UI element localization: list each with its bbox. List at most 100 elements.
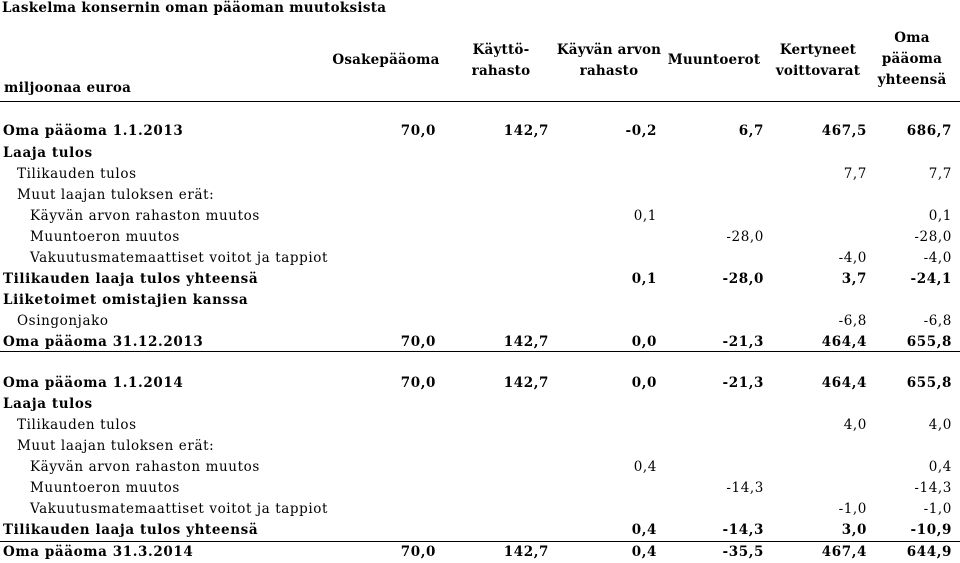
unit-label: miljoonaa euroa bbox=[4, 80, 132, 96]
cell-value: -21,3 bbox=[722, 375, 764, 391]
cell-value: -6,8 bbox=[923, 313, 952, 329]
cell-value: 142,7 bbox=[503, 375, 549, 391]
row-label: Muuntoeron muutos bbox=[30, 229, 180, 245]
cell-value: -4,0 bbox=[923, 250, 952, 266]
table-row: Muut laajan tuloksen erät: bbox=[0, 185, 960, 206]
row-label: Käyvän arvon rahaston muutos bbox=[30, 208, 260, 224]
row-label: Oma pääoma 1.1.2013 bbox=[3, 123, 184, 139]
cell-value: 70,0 bbox=[400, 123, 436, 139]
cell-value: -6,8 bbox=[838, 313, 867, 329]
cell-value: -0,2 bbox=[625, 123, 657, 139]
cell-value: -1,0 bbox=[838, 501, 867, 517]
table-row: Tilikauden laaja tulos yhteensä 0,1 -28,0 3… bbox=[0, 269, 960, 290]
table-row: Muuntoeron muutos -14,3 -14,3 bbox=[0, 478, 960, 499]
cell-value: 0,1 bbox=[631, 271, 657, 287]
table-row: Tilikauden tulos 4,0 4,0 bbox=[0, 415, 960, 436]
table-row: Oma pääoma 1.1.2013 70,0 142,7 -0,2 6,7 467,5… bbox=[0, 121, 960, 142]
cell-value: 70,0 bbox=[400, 544, 436, 560]
cell-value: 467,5 bbox=[821, 123, 867, 139]
cell-value: 142,7 bbox=[503, 544, 549, 560]
cell-value: 0,1 bbox=[928, 208, 952, 224]
row-label: Oma pääoma 31.3.2014 bbox=[3, 544, 194, 560]
cell-value: 4,0 bbox=[843, 417, 867, 433]
table-row: Tilikauden laaja tulos yhteensä 0,4 -14,3 3… bbox=[0, 520, 960, 541]
cell-value: 0,4 bbox=[631, 544, 657, 560]
table-row: Oma pääoma 31.3.2014 70,0 142,7 0,4 -35,5 467… bbox=[0, 542, 960, 563]
cell-value: 0,4 bbox=[928, 459, 952, 475]
row-label: Liiketoimet omistajien kanssa bbox=[3, 292, 249, 308]
header-oma-paaoma-yhteensa: Oma pääoma yhteensä bbox=[877, 30, 947, 88]
cell-value: -28,0 bbox=[722, 271, 764, 287]
row-label: Tilikauden tulos bbox=[17, 417, 137, 433]
cell-value: -21,3 bbox=[722, 334, 764, 350]
header-kertyneet-voittovarat: Kertyneet voittovarat bbox=[775, 42, 861, 79]
cell-value: 655,8 bbox=[906, 375, 952, 391]
table-row: Muuntoeron muutos -28,0 -28,0 bbox=[0, 227, 960, 248]
rule-before-total-2014 bbox=[0, 541, 960, 542]
row-label: Vakuutusmatemaattiset voitot ja tappiot bbox=[30, 501, 329, 517]
cell-value: 70,0 bbox=[400, 375, 436, 391]
cell-value: 142,7 bbox=[503, 123, 549, 139]
table-row: Vakuutusmatemaattiset voitot ja tappiot -… bbox=[0, 499, 960, 520]
cell-value: 644,9 bbox=[906, 544, 952, 560]
cell-value: 686,7 bbox=[906, 123, 952, 139]
cell-value: -10,9 bbox=[910, 522, 952, 538]
row-label: Oma pääoma 31.12.2013 bbox=[3, 334, 204, 350]
table-row: Laaja tulos bbox=[0, 394, 960, 415]
row-label: Osingonjako bbox=[17, 313, 109, 329]
cell-value: 7,7 bbox=[843, 166, 867, 182]
cell-value: -14,3 bbox=[722, 522, 764, 538]
row-label: Muut laajan tuloksen erät: bbox=[17, 187, 215, 203]
cell-value: 70,0 bbox=[400, 334, 436, 350]
table-row: Oma pääoma 31.12.2013 70,0 142,7 0,0 -21,3 46… bbox=[0, 332, 960, 353]
table-row: Osingonjako -6,8 -6,8 bbox=[0, 311, 960, 332]
table-row: Laaja tulos bbox=[0, 143, 960, 164]
row-label: Laaja tulos bbox=[3, 145, 93, 161]
row-label: Muut laajan tuloksen erät: bbox=[17, 438, 215, 454]
table-row: Tilikauden tulos 7,7 7,7 bbox=[0, 164, 960, 185]
row-label: Tilikauden tulos bbox=[17, 166, 137, 182]
table-row: Oma pääoma 1.1.2014 70,0 142,7 0,0 -21,3 464,… bbox=[0, 373, 960, 394]
cell-value: 3,7 bbox=[841, 271, 867, 287]
table-row: Liiketoimet omistajien kanssa bbox=[0, 290, 960, 311]
header-kayvan-arvon-rahasto: Käyvän arvon rahasto bbox=[556, 42, 662, 79]
cell-value: -1,0 bbox=[923, 501, 952, 517]
cell-value: 655,8 bbox=[906, 334, 952, 350]
cell-value: 0,0 bbox=[631, 375, 657, 391]
table-row: Vakuutusmatemaattiset voitot ja tappiot -… bbox=[0, 248, 960, 269]
cell-value: -14,3 bbox=[914, 480, 952, 496]
cell-value: 142,7 bbox=[503, 334, 549, 350]
header-muuntoerot: Muuntoerot bbox=[667, 52, 761, 68]
row-label: Tilikauden laaja tulos yhteensä bbox=[3, 271, 259, 287]
cell-value: 0,0 bbox=[631, 334, 657, 350]
statement-title: Laskelma konsernin oman pääoman muutoksi… bbox=[2, 0, 387, 16]
cell-value: -4,0 bbox=[838, 250, 867, 266]
cell-value: 7,7 bbox=[928, 166, 952, 182]
cell-value: -35,5 bbox=[722, 544, 764, 560]
header-kayttorahasto: Käyttö- rahasto bbox=[471, 42, 531, 79]
table-row: Muut laajan tuloksen erät: bbox=[0, 436, 960, 457]
cell-value: 464,4 bbox=[821, 334, 867, 350]
cell-value: 464,4 bbox=[821, 375, 867, 391]
cell-value: 4,0 bbox=[928, 417, 952, 433]
row-label: Muuntoeron muutos bbox=[30, 480, 180, 496]
cell-value: 6,7 bbox=[738, 123, 764, 139]
row-label: Laaja tulos bbox=[3, 396, 93, 412]
header-osakepaaoma: Osakepääoma bbox=[332, 52, 440, 68]
rule-after-2013 bbox=[0, 351, 960, 352]
cell-value: -28,0 bbox=[726, 229, 764, 245]
row-label: Käyvän arvon rahaston muutos bbox=[30, 459, 260, 475]
table-row: Käyvän arvon rahaston muutos 0,4 0,4 bbox=[0, 457, 960, 478]
table-row: Käyvän arvon rahaston muutos 0,1 0,1 bbox=[0, 206, 960, 227]
row-label: Tilikauden laaja tulos yhteensä bbox=[3, 522, 259, 538]
cell-value: 0,1 bbox=[633, 208, 657, 224]
cell-value: -14,3 bbox=[726, 480, 764, 496]
row-label: Vakuutusmatemaattiset voitot ja tappiot bbox=[30, 250, 329, 266]
row-label: Oma pääoma 1.1.2014 bbox=[3, 375, 184, 391]
cell-value: 3,0 bbox=[841, 522, 867, 538]
cell-value: 467,4 bbox=[821, 544, 867, 560]
cell-value: 0,4 bbox=[631, 522, 657, 538]
header-rule bbox=[0, 101, 960, 102]
cell-value: -28,0 bbox=[914, 229, 952, 245]
cell-value: 0,4 bbox=[633, 459, 657, 475]
